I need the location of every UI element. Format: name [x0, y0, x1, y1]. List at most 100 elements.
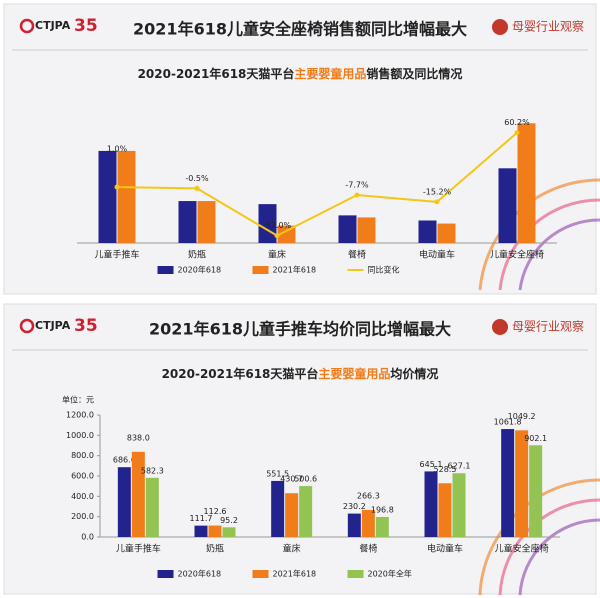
- bar: [452, 473, 466, 537]
- legend-swatch: [252, 266, 269, 274]
- data-label: 196.8: [371, 505, 394, 514]
- bar: [277, 225, 296, 243]
- legend-label: 同比变化: [368, 265, 400, 275]
- x-tick-label: 儿童安全座椅: [495, 543, 549, 555]
- title: 2021年618儿童安全座椅销售额同比增幅最大: [133, 20, 467, 39]
- data-label: 838.0: [127, 433, 150, 442]
- x-tick-label: 电动童车: [419, 249, 455, 261]
- data-label: 645.1: [420, 460, 443, 469]
- bar: [361, 509, 375, 537]
- logo-mark: [19, 318, 35, 334]
- panel: [3, 303, 597, 595]
- brand-icon: [492, 19, 508, 35]
- data-label: 1.0%: [107, 145, 128, 154]
- legend-label: 2020年618: [178, 569, 222, 579]
- unit-label: 单位：元: [62, 395, 94, 405]
- subtitle: 2020-2021年618天猫平台主要婴童用品均价情况: [162, 366, 439, 381]
- data-label: -7.7%: [345, 181, 369, 190]
- data-label: 430.7: [280, 475, 303, 484]
- bar: [299, 486, 313, 537]
- data-label: 582.3: [141, 466, 164, 475]
- bar: [98, 150, 117, 243]
- title: 2021年618儿童手推车均价同比增幅最大: [149, 320, 451, 339]
- data-label: 686.6: [113, 456, 136, 465]
- line-point: [514, 130, 520, 136]
- data-label: 111.7: [190, 514, 213, 523]
- bar: [357, 217, 376, 243]
- data-label: 551.5: [266, 469, 289, 478]
- subtitle: 2020-2021年618天猫平台主要婴童用品销售额及同比情况: [138, 66, 463, 81]
- bar: [222, 527, 236, 537]
- bar: [517, 123, 536, 243]
- legend-swatch: [252, 570, 269, 578]
- bar: [197, 201, 216, 243]
- data-label: -15.2%: [423, 187, 452, 196]
- bar: [347, 513, 361, 537]
- data-label: 112.6: [204, 507, 227, 516]
- data-label: 1049.2: [508, 412, 536, 421]
- subtitle-part: 主要婴童用品: [318, 366, 390, 381]
- data-label: 1061.8: [494, 418, 522, 427]
- bar: [375, 516, 389, 537]
- legend-label: 2020年全年: [368, 569, 412, 579]
- bar: [418, 220, 437, 243]
- x-tick-label: 儿童手推车: [116, 543, 161, 555]
- subtitle-part: 2020-2021年618天猫平台: [162, 366, 319, 381]
- line-point: [274, 233, 280, 239]
- data-label: -52.0%: [263, 221, 292, 230]
- brand: 母婴行业观察: [512, 320, 584, 334]
- subtitle-part: 2020-2021年618天猫平台: [138, 66, 295, 81]
- line-point: [194, 185, 200, 191]
- logo-text: CTJPA: [35, 319, 71, 332]
- line: [116, 131, 518, 237]
- data-label: 95.2: [220, 516, 238, 525]
- data-label: 500.6: [294, 475, 317, 484]
- x-tick-label: 童床: [283, 543, 301, 555]
- y-tick-label: 200.0: [71, 512, 94, 521]
- x-tick-label: 儿童安全座椅: [490, 249, 544, 261]
- data-label: 627.1: [448, 462, 471, 471]
- legend-swatch: [157, 266, 174, 274]
- bar: [529, 445, 543, 537]
- y-tick-label: 1000.0: [66, 431, 94, 440]
- bar: [117, 467, 131, 537]
- logo-text: CTJPA: [35, 19, 71, 32]
- brand-icon: [492, 319, 508, 335]
- subtitle-part: 销售额及同比情况: [366, 66, 462, 81]
- bar: [208, 525, 222, 537]
- x-tick-label: 儿童手推车: [94, 249, 139, 261]
- bar: [437, 223, 456, 243]
- line-point: [114, 184, 120, 190]
- y-tick-label: 400.0: [71, 492, 94, 501]
- bar: [117, 150, 136, 243]
- legend-swatch: [347, 570, 364, 578]
- bar: [338, 215, 357, 243]
- bar: [285, 493, 299, 537]
- x-tick-label: 电动童车: [427, 543, 463, 555]
- y-tick-label: 800.0: [71, 451, 94, 460]
- y-tick-label: 1200.0: [66, 411, 94, 420]
- line-point: [354, 192, 360, 198]
- bar: [145, 477, 159, 537]
- subtitle-part: 主要婴童用品: [294, 66, 366, 81]
- legend-label: 2020年618: [178, 265, 222, 275]
- bar: [498, 168, 517, 243]
- bar: [194, 525, 208, 537]
- x-tick-label: 餐椅: [348, 249, 366, 261]
- data-label: 528.5: [434, 465, 457, 474]
- subtitle-part: 均价情况: [390, 366, 438, 381]
- bar: [271, 480, 285, 537]
- logo-number: 35: [74, 16, 98, 36]
- x-tick-label: 餐椅: [359, 543, 377, 555]
- line-point: [434, 199, 440, 205]
- data-label: 266.3: [357, 491, 380, 500]
- legend-label: 2021年618: [273, 569, 317, 579]
- data-label: 60.2%: [504, 118, 530, 127]
- x-tick-label: 童床: [268, 249, 286, 261]
- legend-swatch: [157, 570, 174, 578]
- data-label: 230.2: [343, 502, 366, 511]
- logo-mark: [19, 18, 35, 34]
- bar: [515, 430, 529, 537]
- y-tick-label: 600.0: [71, 472, 94, 481]
